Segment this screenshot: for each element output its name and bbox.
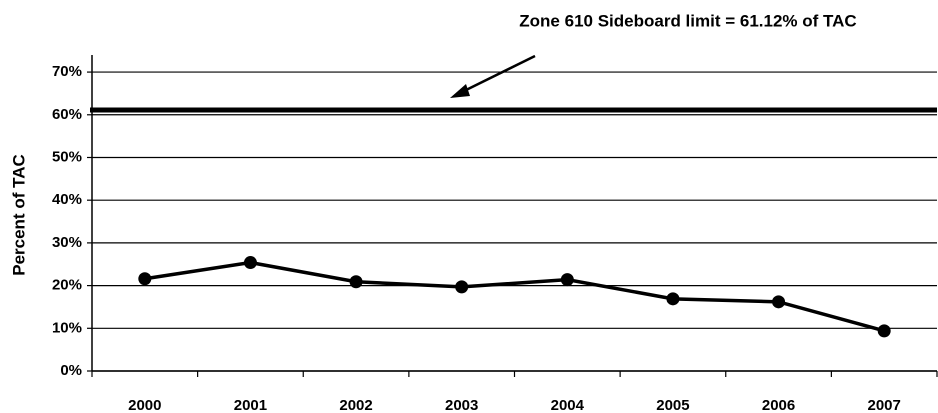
y-tick-label: 30% [52, 234, 82, 251]
x-tick-label: 2000 [128, 397, 161, 413]
y-axis-label: Percent of TAC [9, 154, 28, 276]
data-point [877, 324, 891, 338]
y-tick-label: 20% [52, 277, 82, 294]
data-point [349, 275, 363, 289]
data-point [560, 273, 574, 287]
data-point [455, 280, 469, 294]
data-point [138, 272, 152, 286]
y-tick-label: 50% [52, 148, 82, 165]
data-line [144, 260, 885, 333]
x-tick-label: 2001 [234, 397, 267, 413]
annotation-arrow [461, 54, 536, 94]
y-tick-label: 40% [52, 191, 82, 208]
x-tick-label: 2007 [868, 397, 901, 413]
y-tick-label: 0% [60, 362, 82, 379]
data-point [666, 292, 680, 306]
annotation-arrowhead [450, 84, 470, 98]
x-tick-label: 2006 [762, 397, 795, 413]
y-tick-label: 60% [52, 106, 82, 123]
x-tick-label: 2003 [445, 397, 478, 413]
annotation: Zone 610 Sideboard limit = 61.12% of TAC [519, 11, 856, 30]
x-tick-label: 2005 [656, 397, 689, 413]
data-point [772, 295, 786, 309]
x-tick-label: 2004 [551, 397, 585, 413]
x-tick-label: 2002 [339, 397, 372, 413]
y-tick-label: 70% [52, 63, 82, 80]
y-tick-label: 10% [52, 319, 82, 336]
data-point [243, 256, 257, 270]
